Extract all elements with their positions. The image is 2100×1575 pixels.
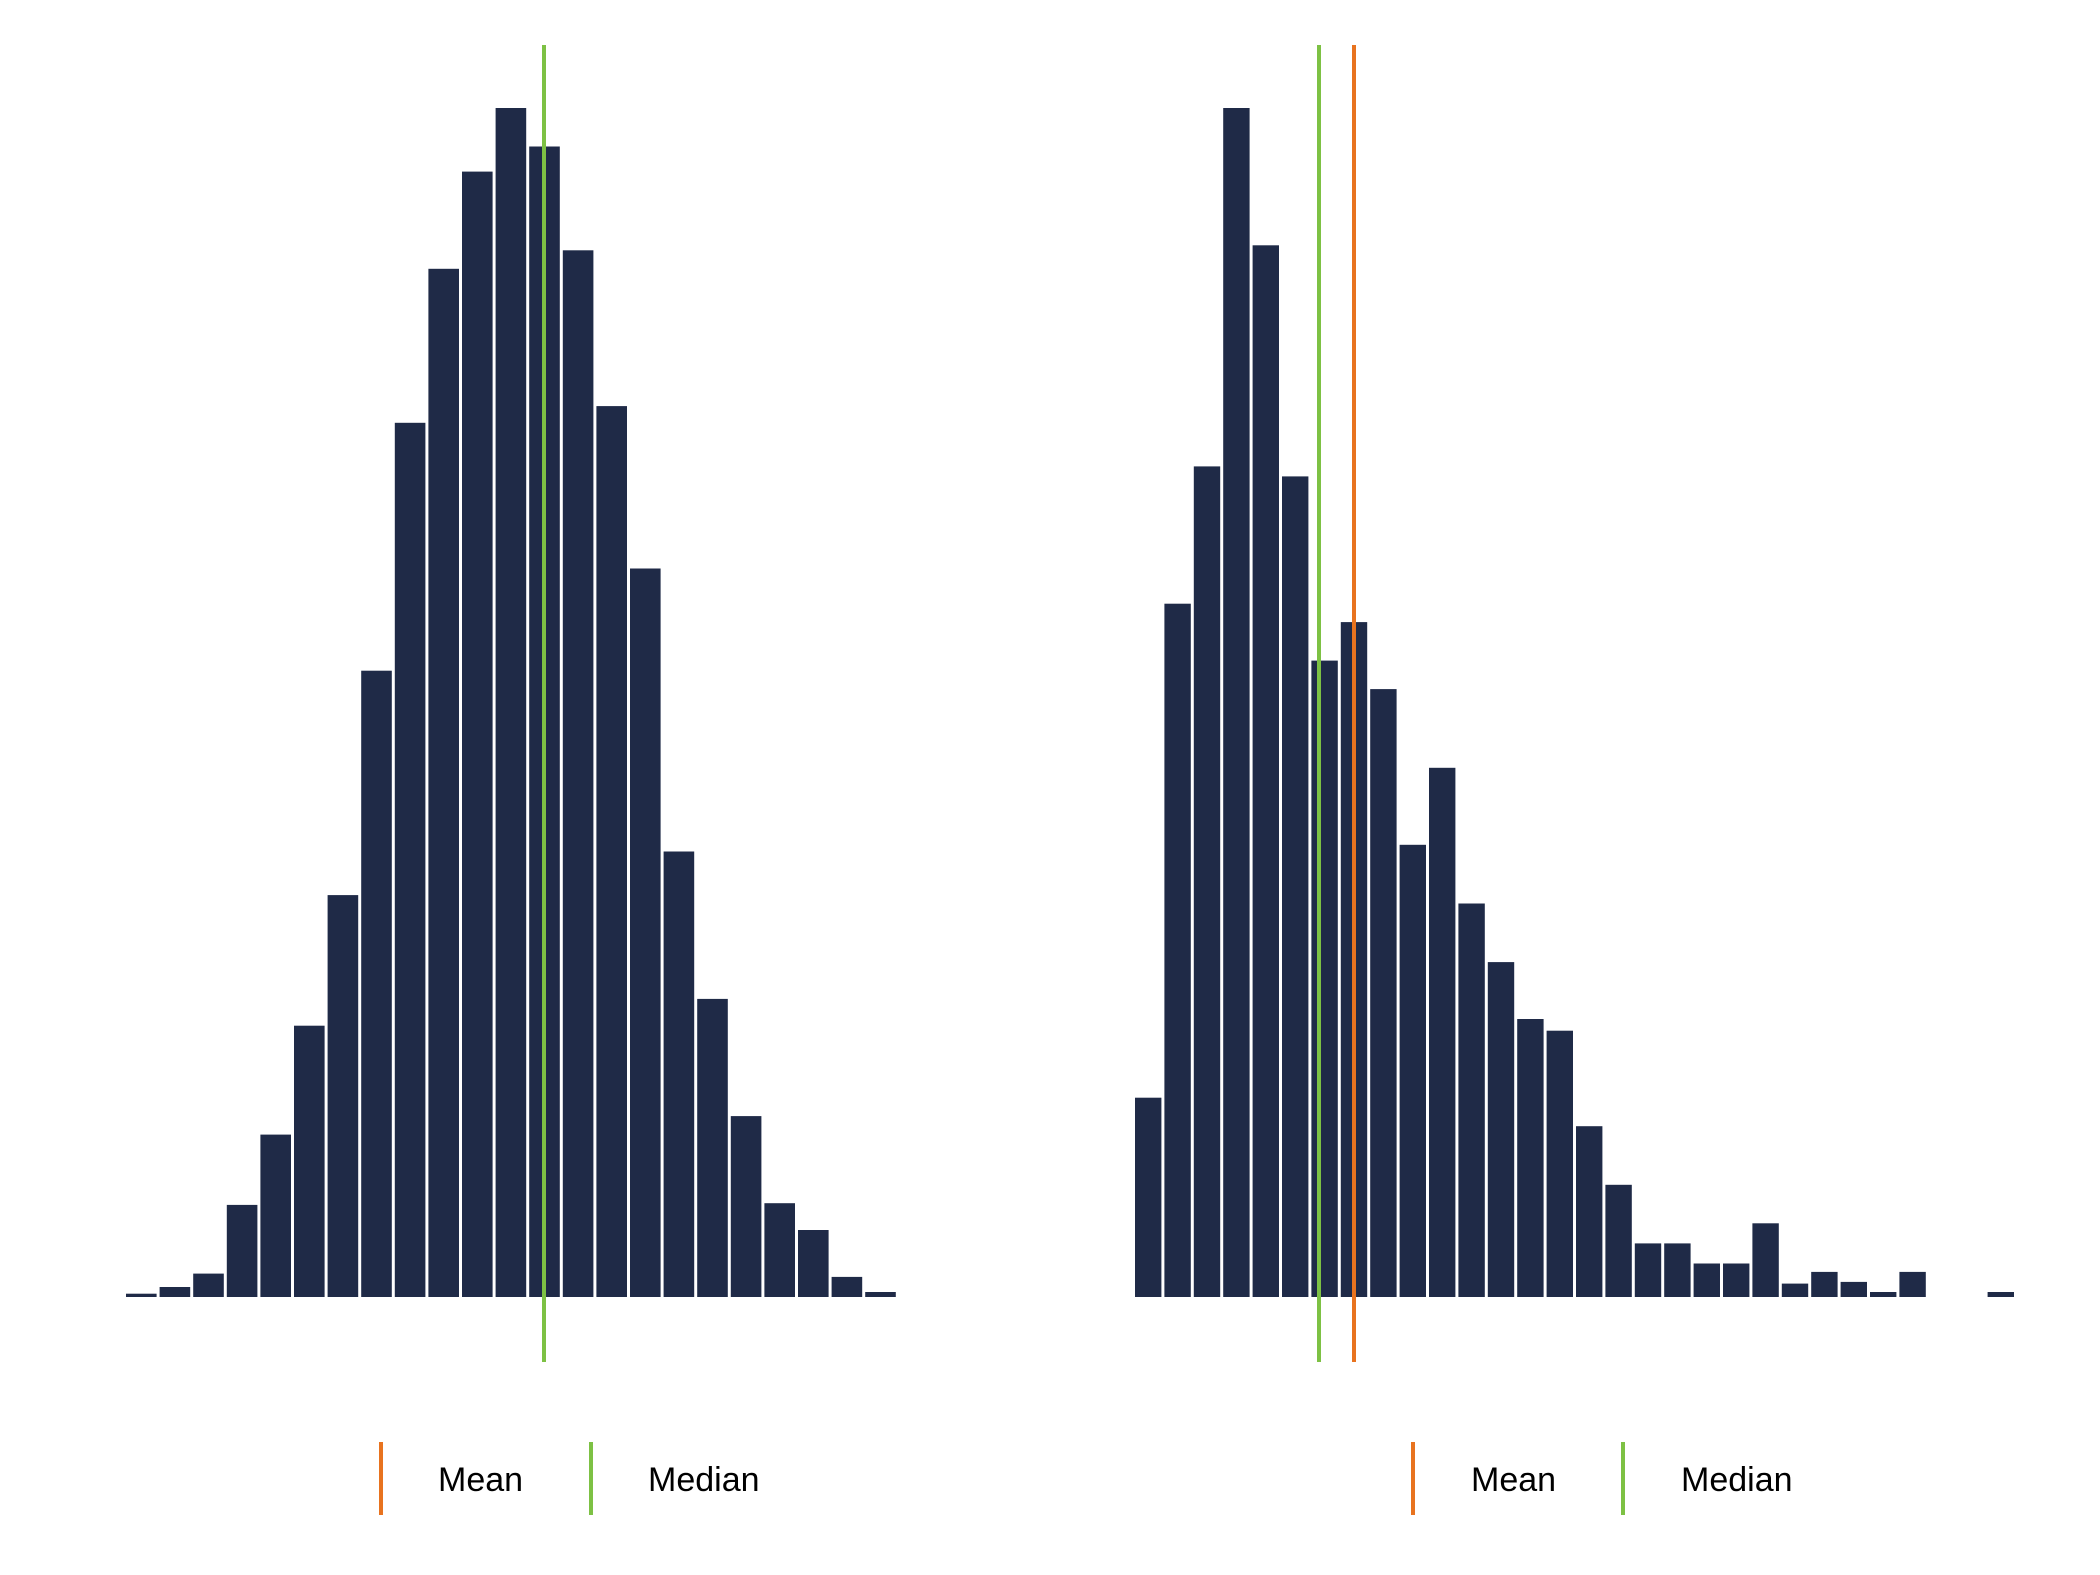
histogram-bar	[428, 268, 459, 1297]
histogram-bar	[1723, 1263, 1750, 1297]
histogram-bar	[193, 1273, 224, 1297]
legend-symmetric: Mean Median	[379, 1442, 760, 1515]
legend-median-label: Median	[648, 1461, 760, 1499]
histogram-bar	[1840, 1281, 1867, 1297]
histogram-bar	[1311, 660, 1338, 1297]
histogram-bar	[1811, 1271, 1838, 1297]
histogram-panel-symmetric	[126, 45, 896, 1362]
histogram-bar	[1576, 1126, 1603, 1297]
histogram-bar	[226, 1204, 258, 1297]
histogram-bar	[865, 1292, 896, 1297]
histogram-bar	[1399, 844, 1426, 1297]
histogram-bar	[1605, 1184, 1632, 1297]
histogram-bar	[1223, 108, 1250, 1297]
histogram-bar	[764, 1203, 795, 1297]
histogram-bar	[697, 998, 728, 1297]
histogram-bar	[730, 1116, 762, 1297]
histogram-bar	[1664, 1243, 1691, 1297]
legend-median-label: Median	[1681, 1461, 1793, 1499]
histogram-bar	[495, 108, 527, 1297]
histogram-bar	[1282, 476, 1309, 1297]
histogram-bar	[1517, 1019, 1544, 1297]
histogram-bar	[260, 1134, 291, 1297]
histogram-bar	[1252, 245, 1279, 1297]
histogram-bar	[1634, 1243, 1662, 1297]
histogram-bar	[596, 406, 627, 1298]
histogram-bar	[1458, 903, 1485, 1297]
histogram-bar	[1193, 466, 1221, 1297]
histogram-panel-skewed	[1135, 45, 2014, 1362]
legend-mean-label: Mean	[438, 1461, 523, 1499]
histogram-bar	[663, 851, 695, 1297]
histogram-bar	[1546, 1030, 1573, 1297]
histogram-bar	[1135, 1097, 1162, 1297]
histogram-bar	[562, 250, 594, 1297]
histogram-bar	[1429, 767, 1456, 1297]
histogram-bar	[630, 568, 661, 1297]
histogram-bar	[1693, 1263, 1720, 1297]
histogram-bar	[1899, 1271, 1926, 1297]
histogram-bar	[798, 1230, 829, 1297]
histogram-bar	[1164, 603, 1191, 1297]
histogram-bar	[394, 422, 426, 1297]
histogram-bar	[126, 1293, 157, 1297]
histogram-bar	[361, 670, 392, 1297]
histogram-bar	[1370, 689, 1397, 1297]
histogram-bar	[831, 1276, 863, 1297]
histogram-bar	[159, 1287, 191, 1297]
histogram-bar	[1781, 1283, 1809, 1297]
histogram-bar	[294, 1025, 325, 1297]
histogram-bar	[327, 895, 359, 1297]
legend-mean-label: Mean	[1471, 1461, 1556, 1499]
histogram-bar	[1987, 1292, 2014, 1297]
histogram-bar	[1752, 1223, 1779, 1297]
histogram-bar	[462, 171, 493, 1298]
histogram-bar	[1487, 962, 1515, 1297]
histogram-bar	[1870, 1292, 1897, 1297]
legend-skewed: Mean Median	[1411, 1442, 1793, 1515]
